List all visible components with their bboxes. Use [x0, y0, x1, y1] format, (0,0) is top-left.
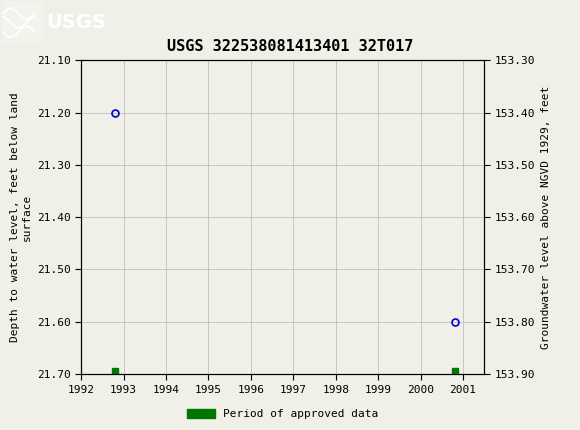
Y-axis label: Groundwater level above NGVD 1929, feet: Groundwater level above NGVD 1929, feet [541, 86, 551, 349]
Text: USGS: USGS [46, 13, 106, 32]
Legend: Period of approved data: Period of approved data [182, 404, 383, 424]
Text: USGS 322538081413401 32T017: USGS 322538081413401 32T017 [167, 39, 413, 54]
Y-axis label: Depth to water level, feet below land
surface: Depth to water level, feet below land su… [10, 92, 31, 342]
Bar [3, 2, 43, 43]
